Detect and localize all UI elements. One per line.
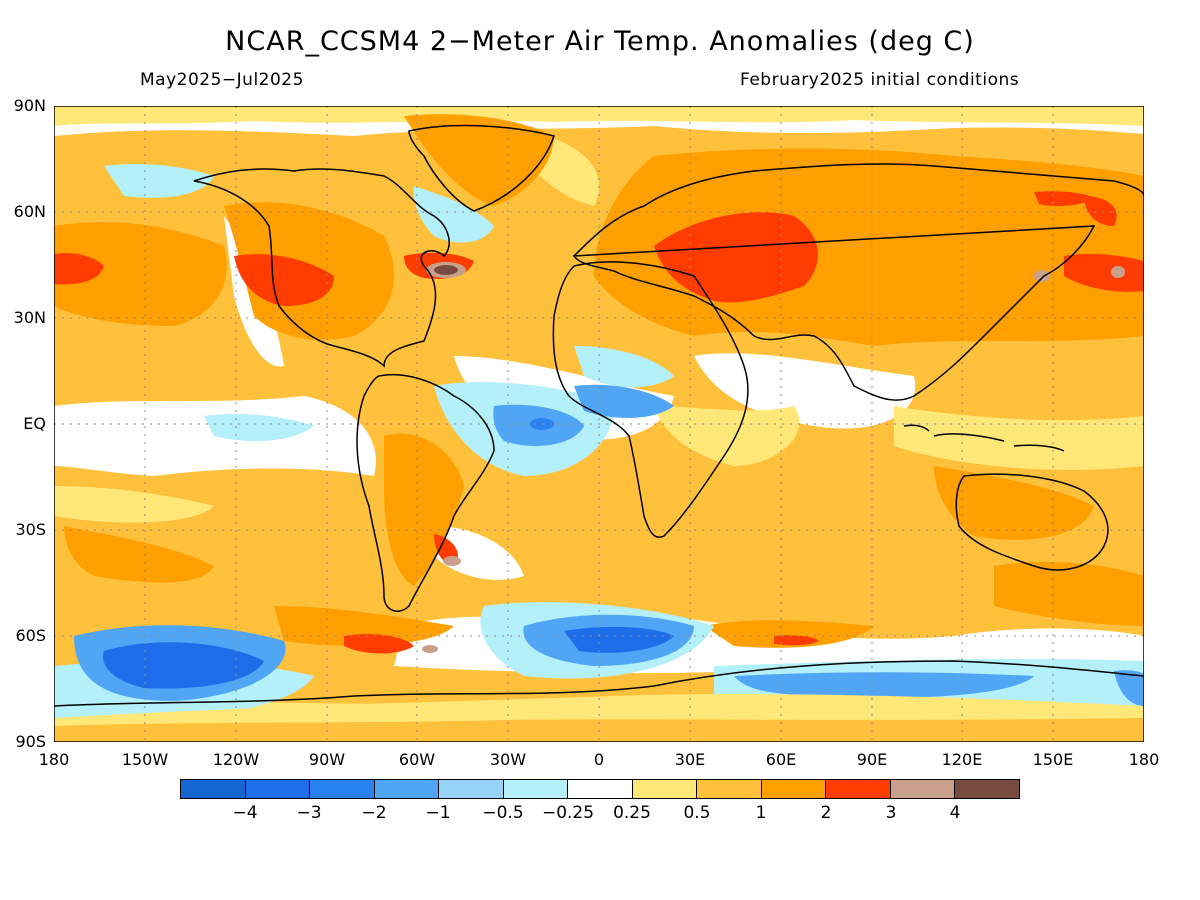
anomaly-map [54,106,1144,742]
extreme-positive-regions [422,262,1125,653]
lat-label-90s: 90S [15,732,46,751]
colorbar-swatch [568,780,633,798]
coastline-greenland [408,124,555,212]
lat-label-60s: 60S [15,626,46,645]
initial-conditions-label: February2025 initial conditions [740,70,1020,90]
coastline-africa [552,261,749,538]
lat-label-30n: 30N [13,308,46,327]
colorbar-swatch [310,780,375,798]
lon-label-180e: 180 [1128,750,1160,769]
colorbar-swatch [826,780,891,798]
lon-label-30e: 30E [674,750,706,769]
colorbar-swatch [245,780,311,798]
colorbar-swatch [632,780,698,798]
coastline-eurasia [572,163,1144,401]
coastline-south-america [356,373,495,612]
lon-label-30w: 30W [489,750,527,769]
coastline-australia [955,473,1109,571]
lat-label-eq: EQ [23,414,46,433]
lon-label-150e: 150E [1032,750,1074,769]
map-title: NCAR_CCSM4 2−Meter Air Temp. Anomalies (… [225,26,975,57]
colorbar-label: 4 [949,803,961,823]
lon-label-180w: 180 [38,750,70,769]
lon-label-60w: 60W [398,750,436,769]
coastline-north-america [193,168,450,368]
colorbar-swatch [955,780,1019,798]
colorbar-label: −0.25 [541,803,595,823]
lon-label-120w: 120W [212,750,260,769]
colorbar-swatch [890,780,956,798]
colorbar-label: 3 [885,803,897,823]
lon-label-90e: 90E [856,750,888,769]
colorbar-label: −4 [232,803,258,823]
colorbar-label: 0.25 [613,803,651,823]
lat-label-60n: 60N [13,202,46,221]
graticule [54,106,1144,742]
colorbar-label: −1 [425,803,451,823]
lat-label-90n: 90N [13,96,46,115]
lon-label-60e: 60E [765,750,797,769]
colorbar [180,779,1020,799]
lon-label-0: 0 [593,750,605,769]
forecast-period: May2025−Jul2025 [140,70,304,90]
coastlines [54,124,1144,707]
coastline-indonesia [903,424,1065,452]
lon-label-120e: 120E [941,750,983,769]
lon-label-150w: 150W [121,750,169,769]
lon-label-90w: 90W [308,750,346,769]
colorbar-swatch [439,780,504,798]
colorbar-label: −0.5 [482,803,524,823]
colorbar-swatch [761,780,827,798]
strong-negative-regions [103,418,674,689]
colorbar-swatch [697,780,762,798]
colorbar-label: 1 [755,803,767,823]
lat-label-30s: 30S [15,520,46,539]
colorbar-swatch [374,780,440,798]
colorbar-label: −2 [361,803,387,823]
colorbar-label: 2 [820,803,832,823]
colorbar-label: −3 [296,803,322,823]
colorbar-label: 0.5 [683,803,711,823]
colorbar-swatch [181,780,246,798]
coastline-antarctica [54,660,1144,707]
anomaly-map-canvas [54,106,1144,742]
colorbar-swatch [503,780,569,798]
